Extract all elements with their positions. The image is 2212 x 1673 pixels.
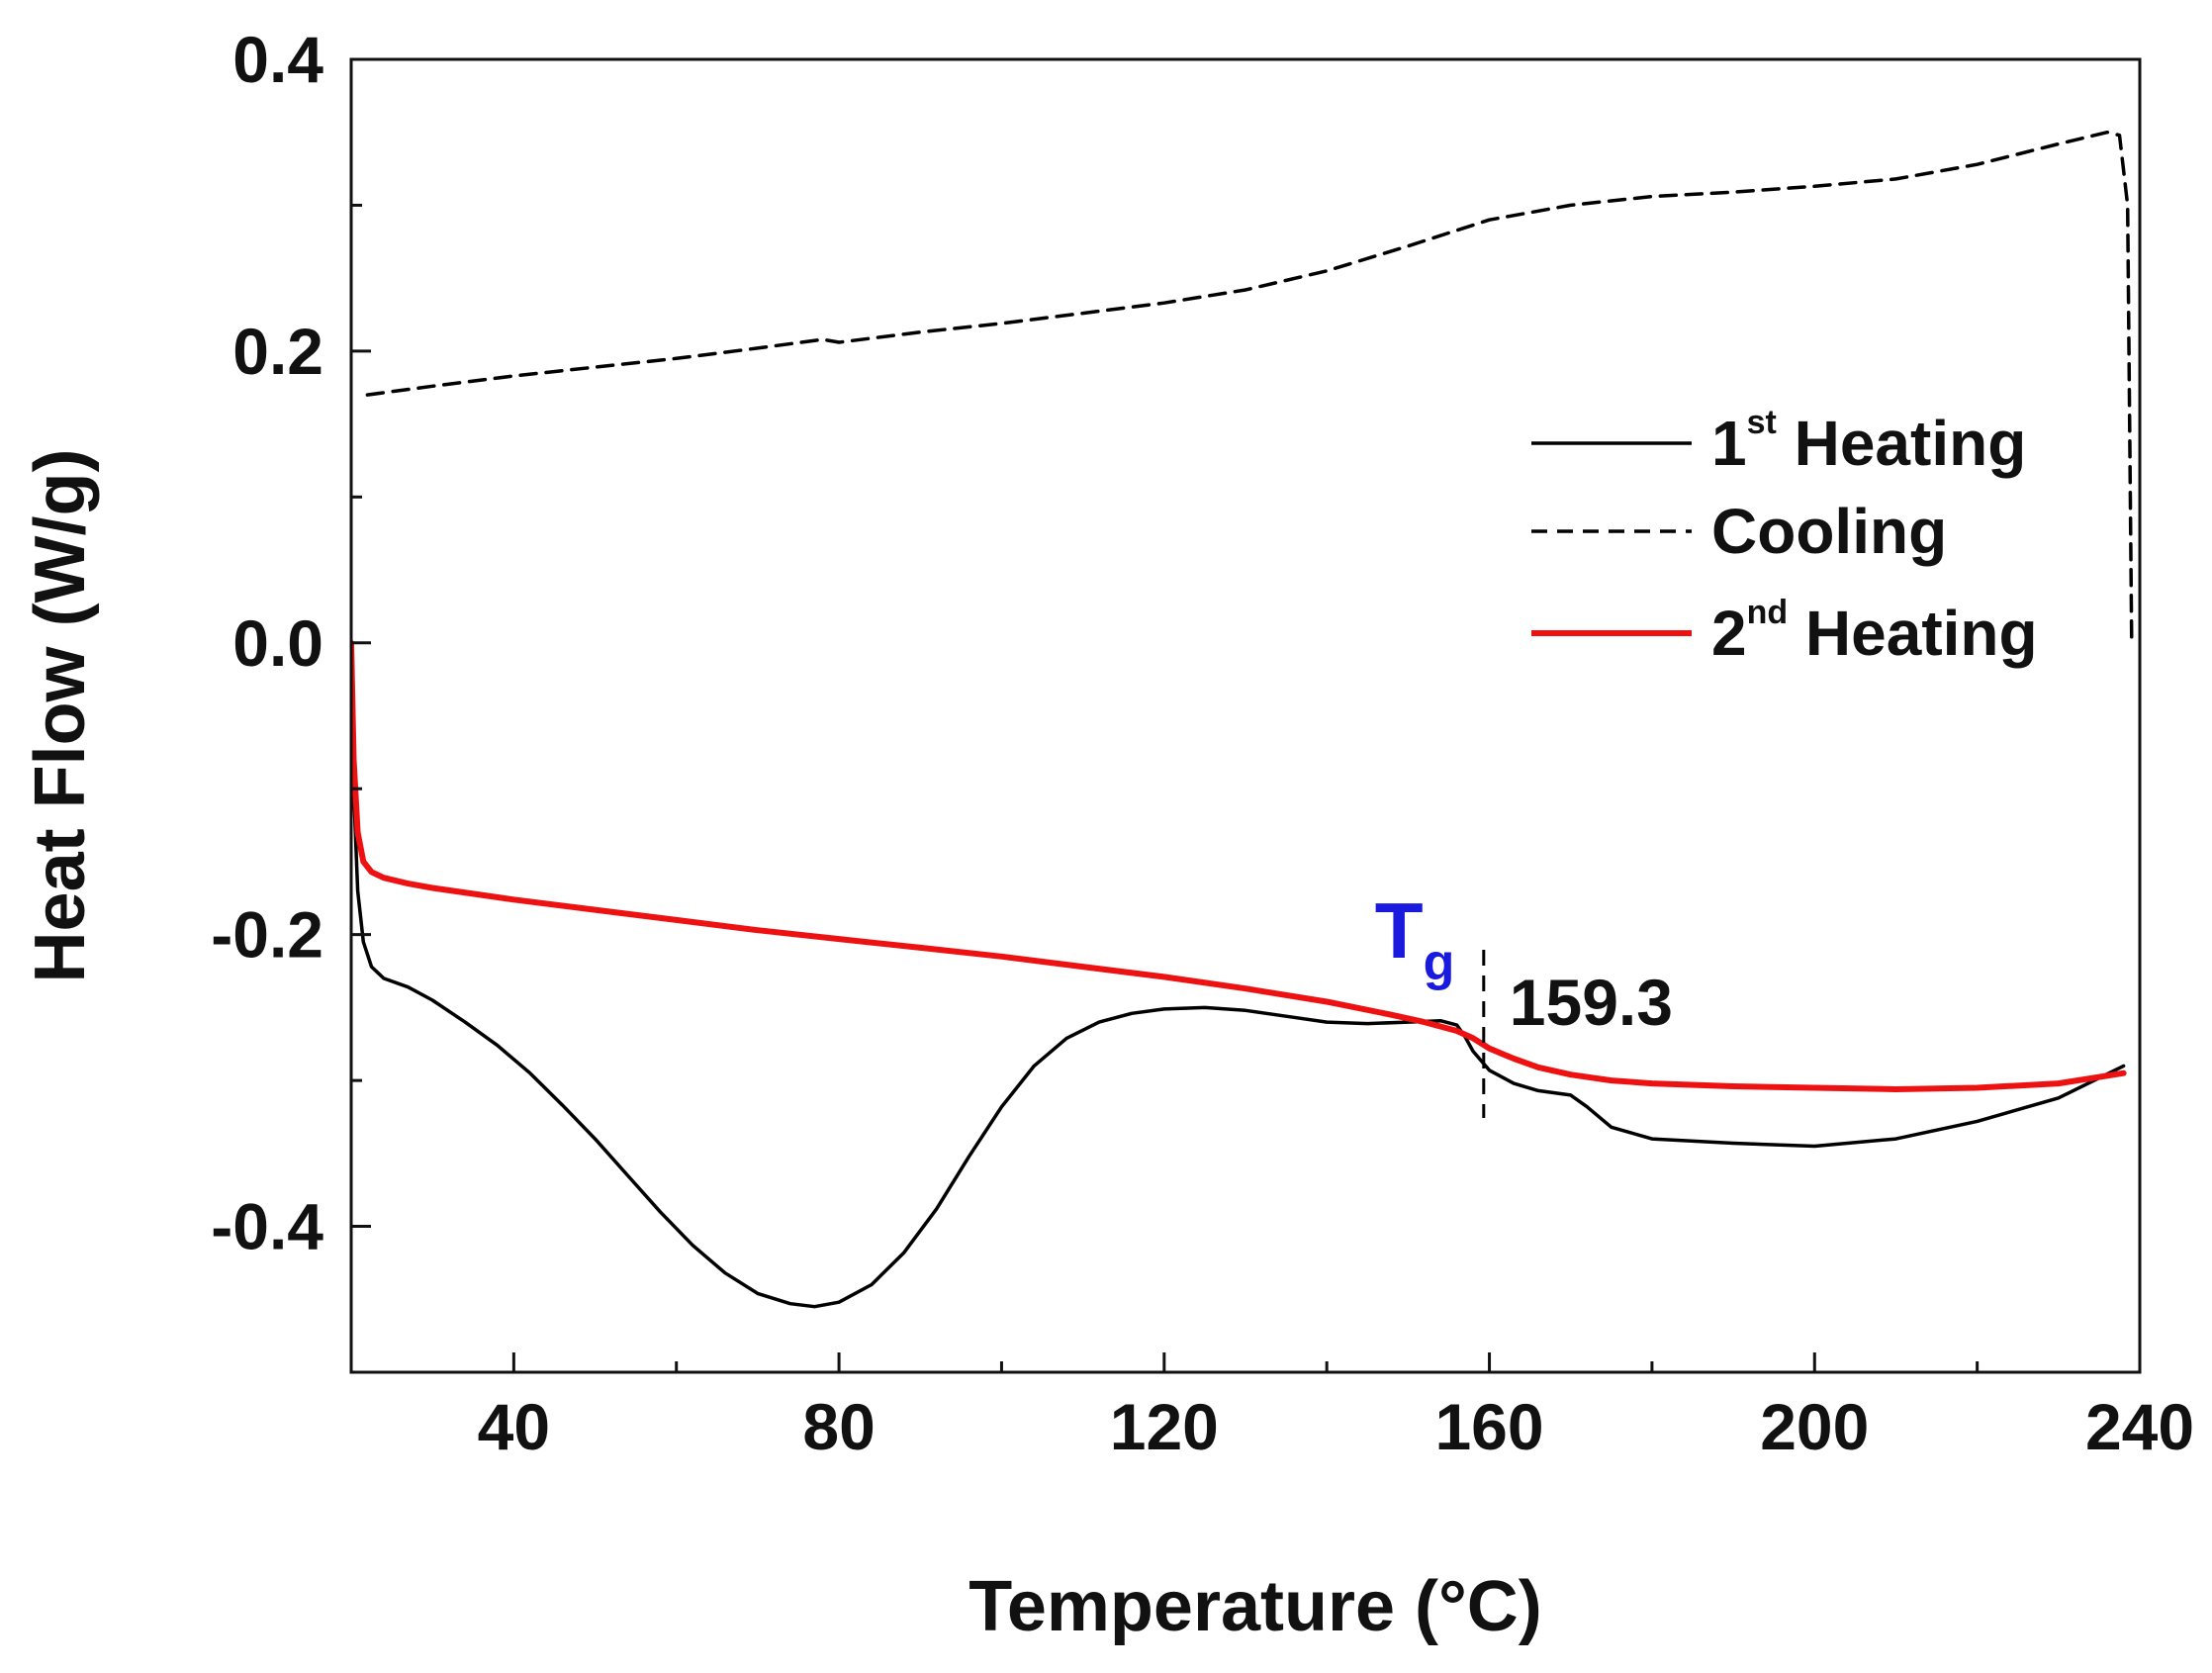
y-axis-title: Heat Flow (W/g) xyxy=(21,449,100,983)
x-tick-label: 160 xyxy=(1434,1390,1543,1463)
y-tick-label: 0.0 xyxy=(232,606,323,680)
legend-label: 2nd Heating xyxy=(1711,594,2038,669)
legend-label-sup: nd xyxy=(1747,594,1789,631)
legend-label-rest: Heating xyxy=(1777,408,2026,479)
x-tick-label: 80 xyxy=(802,1390,875,1463)
y-tick-label: -0.4 xyxy=(211,1190,323,1263)
x-tick-label: 120 xyxy=(1110,1390,1219,1463)
tg-symbol: T xyxy=(1375,886,1424,975)
series-line-1st-heating xyxy=(351,641,2126,1309)
tg-value-label: 159.3 xyxy=(1510,966,1673,1039)
series-line-cooling xyxy=(365,130,2134,645)
legend-label-main: 2 xyxy=(1711,598,1747,669)
series-layer xyxy=(351,130,2134,1309)
legend-label-rest: Heating xyxy=(1788,598,2037,669)
series-line-2nd-heating xyxy=(351,639,2127,1092)
legend-label: Cooling xyxy=(1711,496,1947,567)
x-tick-label: 240 xyxy=(2085,1390,2194,1463)
tg-label: Tg xyxy=(1375,886,1455,991)
plot-frame xyxy=(349,57,2142,1374)
y-tick-label: 0.2 xyxy=(232,315,323,388)
axes-layer: 40 80 120 160 200 240 0.4 0.2 0.0 -0.2 -0.4 xyxy=(211,23,2194,1463)
x-axis-title: Temperature (°C) xyxy=(968,1567,1542,1646)
y-tick-label: -0.2 xyxy=(211,898,323,972)
legend-label-main: Cooling xyxy=(1711,496,1947,567)
x-tick-label: 40 xyxy=(478,1390,550,1463)
tg-subscript: g xyxy=(1424,934,1455,991)
legend-label-main: 1 xyxy=(1711,408,1747,479)
y-tick-label: 0.4 xyxy=(232,23,323,96)
legend: 1st Heating Cooling 2nd Heating xyxy=(1531,404,2038,669)
x-tick-label: 200 xyxy=(1760,1390,1869,1463)
legend-label: 1st Heating xyxy=(1711,404,2026,479)
legend-label-sup: st xyxy=(1747,404,1777,441)
